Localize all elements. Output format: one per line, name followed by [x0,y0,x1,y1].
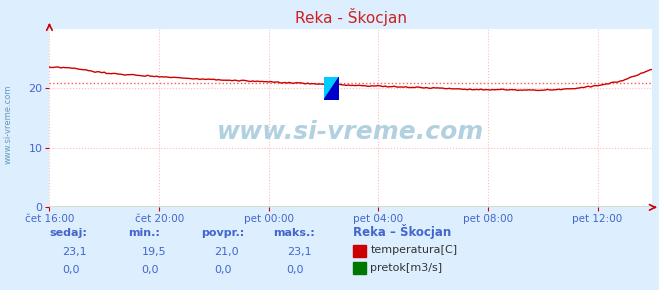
Text: 21,0: 21,0 [214,247,239,257]
Polygon shape [324,77,339,100]
Text: maks.:: maks.: [273,228,315,238]
Bar [324,77,339,85]
Text: 23,1: 23,1 [287,247,311,257]
Text: www.si-vreme.com: www.si-vreme.com [217,120,484,144]
Text: 0,0: 0,0 [287,264,304,275]
Text: 0,0: 0,0 [142,264,159,275]
Text: 0,0: 0,0 [63,264,80,275]
Text: 19,5: 19,5 [142,247,166,257]
Polygon shape [324,77,339,100]
Text: sedaj:: sedaj: [49,228,87,238]
Text: temperatura[C]: temperatura[C] [370,245,457,255]
Text: 23,1: 23,1 [63,247,87,257]
Text: pretok[m3/s]: pretok[m3/s] [370,263,442,273]
Polygon shape [324,77,339,100]
Text: Reka – Škocjan: Reka – Škocjan [353,224,451,239]
Text: www.si-vreme.com: www.si-vreme.com [4,85,13,164]
Text: min.:: min.: [129,228,160,238]
Title: Reka - Škocjan: Reka - Škocjan [295,8,407,26]
Text: povpr.:: povpr.: [201,228,244,238]
Text: 0,0: 0,0 [214,264,232,275]
